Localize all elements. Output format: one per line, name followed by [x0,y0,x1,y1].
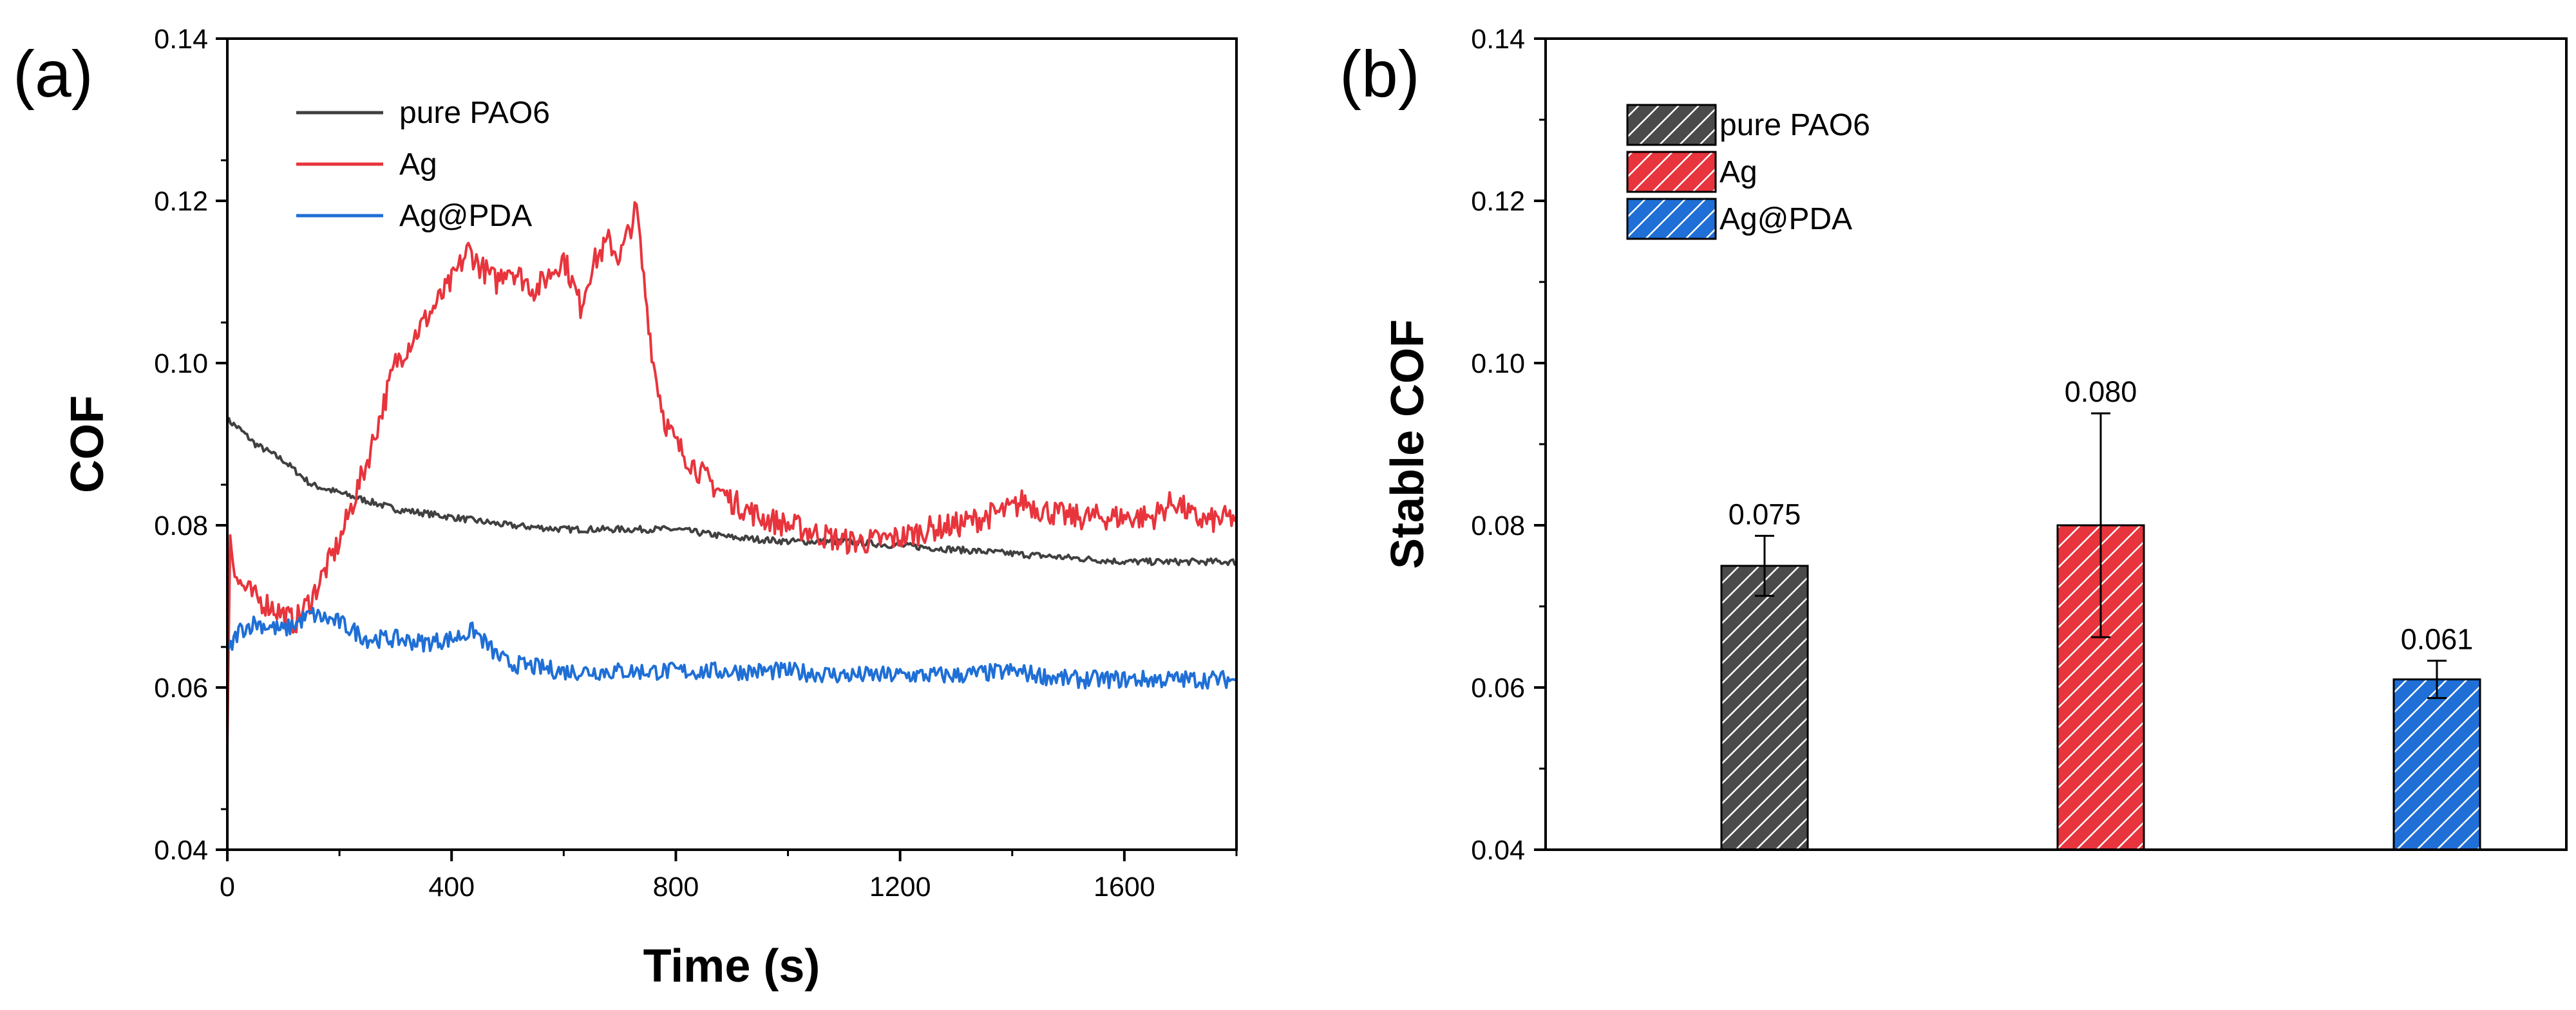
plot-frame-a [226,37,1238,851]
x-tick-label: 1600 [1094,872,1155,902]
y-tick-label: 0.10 [154,348,208,379]
legend-swatch-pure-pao6 [1626,104,1717,146]
y-axis-label-a: COF [62,395,113,493]
legend-label-ag: Ag [1719,155,1757,189]
series-line-ag-pda [227,606,1236,690]
x-axis-label-a: Time (s) [643,940,820,992]
data-label-pure-pao6: 0.075 [1728,498,1801,530]
panel-label-b: (b) [1340,37,1420,111]
legend-swatch-ag-pda [1626,198,1717,240]
legend-label-ag: Ag [399,147,437,182]
legend-label-ag-pda: Ag@PDA [1719,202,1852,236]
data-label-ag: 0.080 [2065,375,2137,408]
x-tick-label: 400 [428,872,475,902]
series-line-pure-pao6 [227,416,1236,566]
y-tick-label: 0.04 [154,835,208,866]
legend-a: pure PAO6 Ag Ag@PDA [296,96,550,233]
x-tick-label: 0 [220,872,235,902]
legend-b: pure PAO6 Ag Ag@PDA [1626,104,1870,240]
y-axis-b: 0.04 0.06 0.08 0.10 0.12 0.14 [1471,24,1546,866]
legend-label-pure-pao6: pure PAO6 [399,96,550,130]
y-tick-label: 0.14 [1471,24,1525,55]
line-chart-a: 0.04 0.06 0.08 0.10 0.12 0.14 0 400 800 1200 1600… [62,24,1238,992]
line-series-group [227,201,1236,750]
y-tick-label: 0.08 [154,510,208,541]
bar-ag-pda [2392,678,2481,851]
legend-swatch-ag [1626,151,1717,193]
y-tick-label: 0.04 [1471,835,1525,866]
y-tick-label: 0.06 [154,673,208,704]
series-line-ag [227,201,1236,750]
panel-label-a: (a) [13,37,93,111]
bar-pure-pao6 [1720,565,1809,851]
data-label-ag-pda: 0.061 [2401,622,2474,655]
y-tick-label: 0.08 [1471,510,1525,541]
y-tick-label: 0.14 [154,24,208,55]
y-tick-label: 0.10 [1471,348,1525,379]
legend-label-pure-pao6: pure PAO6 [1719,108,1870,142]
x-tick-label: 800 [653,872,699,902]
x-axis-a: 0 400 800 1200 1600 [220,850,1238,902]
y-axis-a: 0.04 0.06 0.08 0.10 0.12 0.14 [154,24,227,866]
x-tick-label: 1200 [869,872,931,902]
y-tick-label: 0.12 [1471,186,1525,217]
bar-group: 0.075 0.080 0.061 [1720,375,2481,851]
y-tick-label: 0.12 [154,186,208,217]
y-axis-label-b: Stable COF [1382,319,1434,569]
legend-label-ag-pda: Ag@PDA [399,199,532,233]
y-tick-label: 0.06 [1471,673,1525,704]
bar-chart-b: 0.075 0.080 0.061 0.04 0.06 0.08 0.10 0.12 0.14… [1382,24,2568,866]
